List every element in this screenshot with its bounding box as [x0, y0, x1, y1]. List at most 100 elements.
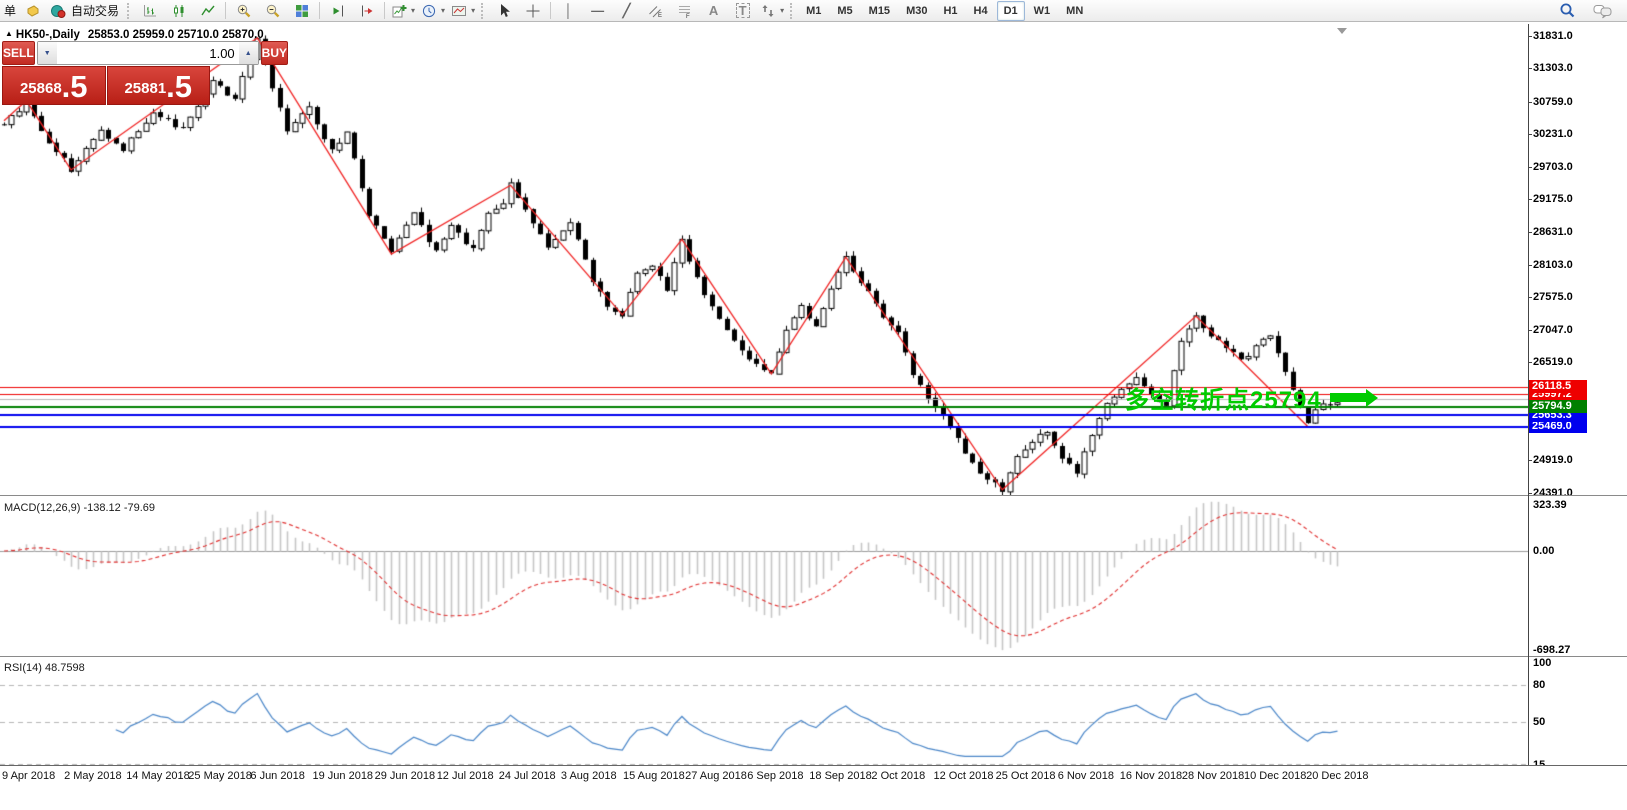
crosshair-icon — [526, 4, 540, 17]
buy-button[interactable]: BUY — [260, 41, 289, 65]
toolbar-grip — [127, 2, 132, 19]
sell-button[interactable]: SELL — [2, 41, 35, 65]
auto-scroll-button[interactable] — [323, 0, 352, 22]
chart-ohlc-values: 25853.0 25959.0 25710.0 25870.0 — [87, 29, 264, 41]
volume-increase-button[interactable]: ▲ — [238, 42, 258, 64]
trendline-icon: ╱ — [622, 3, 631, 18]
date-label: 25 Oct 2018 — [995, 770, 1056, 782]
volume-decrease-button[interactable]: ▼ — [37, 42, 57, 64]
volume-input[interactable] — [56, 42, 239, 64]
tile-windows-button[interactable] — [287, 0, 316, 22]
text-button[interactable]: A — [699, 0, 728, 22]
timeframe-m30[interactable]: M30 — [906, 4, 928, 17]
timeframe-mn[interactable]: MN — [1066, 4, 1084, 17]
channel-icon: E — [648, 5, 662, 19]
arrows-button[interactable]: ▾ — [757, 0, 787, 22]
vertical-line-icon: │ — [564, 3, 573, 18]
crosshair-button[interactable] — [518, 0, 547, 22]
auto-scroll-icon — [333, 5, 343, 16]
date-label: 14 May 2018 — [126, 770, 190, 782]
search-icon — [1560, 3, 1575, 18]
price-tick: 28103.0 — [1528, 258, 1573, 271]
macd-axis-label: 323.39 — [1533, 499, 1567, 512]
channel-button[interactable]: E — [641, 0, 670, 22]
price-tick: 27047.0 — [1528, 323, 1573, 336]
line-chart-button[interactable] — [193, 0, 222, 22]
macd-label: MACD(12,26,9) -138.12 -79.69 — [4, 502, 156, 514]
line-chart-icon — [200, 5, 215, 15]
buy-price-frac: .5 — [166, 69, 193, 104]
templates-button[interactable]: ▾ — [448, 0, 478, 22]
timeframe-m15[interactable]: M15 — [868, 4, 891, 17]
timeframe-m5[interactable]: M5 — [837, 4, 853, 17]
trendline-button[interactable]: ╱ — [612, 0, 641, 22]
price-tick: 27575.0 — [1528, 291, 1573, 304]
bar-chart-button[interactable] — [135, 0, 164, 22]
date-label: 9 Apr 2018 — [2, 770, 56, 782]
template-icon — [452, 5, 467, 16]
rsi-axis-label: 100 — [1533, 657, 1552, 669]
zoom-in-button[interactable] — [229, 0, 258, 22]
chat-button[interactable] — [1588, 0, 1617, 22]
toolbar-right-group — [1553, 0, 1625, 22]
dropdown-caret: ▾ — [441, 6, 446, 15]
date-label: 16 Nov 2018 — [1119, 770, 1183, 782]
sell-price-frac: .5 — [61, 69, 88, 104]
rsi-canvas[interactable] — [0, 659, 1528, 765]
horizontal-line-button[interactable]: — — [583, 0, 612, 22]
toolbar-grip — [790, 2, 795, 19]
price-tick: 29703.0 — [1528, 160, 1573, 173]
text-label-icon: T — [735, 3, 750, 18]
date-label: 6 Nov 2018 — [1057, 770, 1114, 782]
date-label: 15 Aug 2018 — [623, 770, 685, 782]
zoom-out-button[interactable] — [258, 0, 287, 22]
autotrading-label: 自动交易 — [71, 4, 120, 18]
candlestick-button[interactable] — [164, 0, 193, 22]
macd-axis-label: 0.00 — [1533, 545, 1555, 557]
dropdown-caret: ▾ — [471, 6, 476, 15]
timeframe-h1[interactable]: H1 — [943, 4, 958, 17]
toolbar-separator — [550, 2, 552, 19]
timeframe-h4[interactable]: H4 — [973, 4, 988, 17]
order-menu-label[interactable]: 单 — [4, 4, 17, 18]
dropdown-caret: ▾ — [411, 6, 416, 15]
macd-axis-label: -698.27 — [1533, 644, 1571, 657]
text-label-button[interactable]: T — [728, 0, 757, 22]
date-label: 24 Jul 2018 — [498, 770, 556, 782]
cursor-button[interactable] — [489, 0, 518, 22]
vertical-line-button[interactable]: │ — [554, 0, 583, 22]
autotrading-button[interactable]: 自动交易 — [47, 0, 124, 22]
new-order-button[interactable] — [18, 0, 47, 22]
annotation-text: 多空转折点25794 — [1125, 387, 1322, 414]
buy-price-main: 25881 — [124, 80, 167, 97]
rsi-panel: RSI(14) 48.7598 100805015 — [0, 657, 1627, 771]
date-label: 10 Dec 2018 — [1244, 770, 1307, 782]
macd-canvas[interactable] — [0, 498, 1528, 656]
date-label: 29 Jun 2018 — [374, 770, 436, 782]
date-label: 2 Oct 2018 — [871, 770, 926, 782]
periods-button[interactable]: ▾ — [418, 0, 448, 22]
sell-price-main: 25868 — [19, 80, 62, 97]
chart-shift-marker[interactable] — [1337, 28, 1347, 34]
main-chart-canvas[interactable] — [0, 24, 1528, 495]
chart-annotation: 多空转折点25794 — [1125, 380, 1378, 415]
timeframe-m1[interactable]: M1 — [806, 4, 822, 17]
time-axis[interactable]: 9 Apr 2018 2 May 2018 14 May 2018 25 May 20… — [0, 765, 1627, 794]
date-label: 6 Sep 2018 — [747, 770, 804, 782]
chat-icon — [1593, 4, 1611, 18]
timeframe-d1[interactable]: D1 — [996, 0, 1025, 21]
search-button[interactable] — [1553, 0, 1582, 22]
date-label: 27 Aug 2018 — [685, 770, 747, 782]
timeframe-w1[interactable]: W1 — [1033, 4, 1051, 17]
fibonacci-button[interactable]: F — [670, 0, 699, 22]
new-chart-button[interactable]: ▾ — [388, 0, 418, 22]
price-tick: 30759.0 — [1528, 95, 1573, 108]
chart-shift-button[interactable] — [352, 0, 381, 22]
rsi-axis-label: 50 — [1533, 715, 1546, 728]
price-tick: 29175.0 — [1528, 193, 1573, 206]
buy-price[interactable]: 25881.5 — [106, 66, 210, 105]
one-click-trading-panel: SELL ▼ ▲ BUY 25868.5 25881.5 — [2, 41, 289, 105]
sell-price[interactable]: 25868.5 — [2, 66, 106, 105]
svg-text:F: F — [686, 14, 690, 19]
annotation-arrow-icon — [1329, 388, 1378, 407]
